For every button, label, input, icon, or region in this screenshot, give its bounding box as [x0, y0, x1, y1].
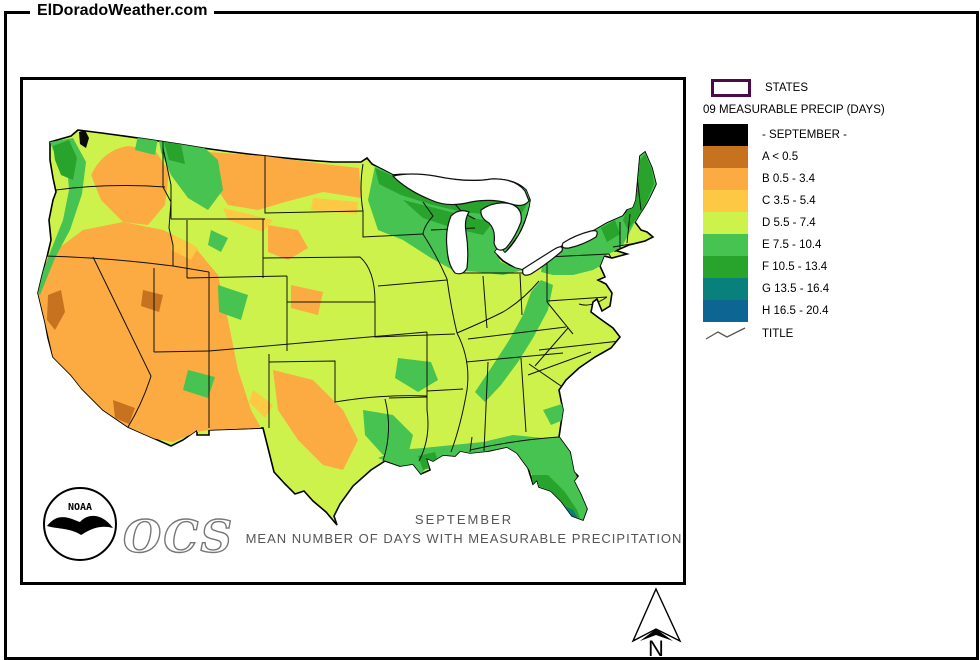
legend-row: H 16.5 - 20.4: [703, 300, 975, 322]
class-swatch: [703, 234, 748, 256]
legend-row: - SEPTEMBER -: [703, 124, 975, 146]
legend-class-rows: - SEPTEMBER - A < 0.5 B 0.5 - 3.4 C 3.5 …: [703, 124, 975, 322]
title-line-icon: [705, 327, 746, 340]
class-swatch: [703, 212, 748, 234]
us-precipitation-map: NOAA OCS: [37, 129, 657, 564]
map-caption: SEPTEMBER MEAN NUMBER OF DAYS WITH MEASU…: [246, 512, 683, 546]
class-swatch: [703, 124, 748, 146]
legend-row: C 3.5 - 5.4: [703, 190, 975, 212]
site-title: ElDoradoWeather.com: [30, 2, 215, 20]
states-outline-swatch: [711, 79, 751, 97]
legend-states-row: STATES: [711, 78, 975, 98]
states-label: STATES: [765, 82, 809, 94]
class-swatch: [703, 278, 748, 300]
legend-title-row: TITLE: [703, 324, 975, 344]
lake-erie: [522, 246, 563, 276]
legend-row: E 7.5 - 10.4: [703, 234, 975, 256]
noaa-logo: NOAA: [43, 487, 117, 561]
north-label: N: [648, 636, 664, 658]
legend-row: G 13.5 - 16.4: [703, 278, 975, 300]
state-boundaries: [44, 132, 650, 462]
class-swatch: [703, 146, 748, 168]
legend-row: F 10.5 - 13.4: [703, 256, 975, 278]
caption-month: SEPTEMBER: [414, 512, 514, 527]
class-swatch: [703, 168, 748, 190]
caption-description: MEAN NUMBER OF DAYS WITH MEASURABLE PREC…: [245, 531, 683, 546]
lake-ontario: [561, 230, 598, 249]
legend-row: A < 0.5: [703, 146, 975, 168]
lake-huron: [480, 202, 522, 251]
class-swatch: [703, 190, 748, 212]
class-swatch: [703, 300, 748, 322]
noaa-label: NOAA: [68, 502, 92, 513]
lake-superior: [391, 173, 530, 207]
title-item-label: TITLE: [762, 328, 794, 340]
legend-row: B 0.5 - 3.4: [703, 168, 975, 190]
great-lakes: [391, 173, 598, 276]
map-frame: NOAA OCS SEPTEMBER MEAN NUMBER OF DAYS W…: [20, 77, 686, 585]
map-legend: STATES 09 MEASURABLE PRECIP (DAYS) - SEP…: [703, 78, 975, 344]
north-arrow: N: [631, 587, 682, 658]
ocs-logo: OCS: [123, 512, 234, 563]
noaa-bird-icon: [47, 515, 113, 535]
legend-row: D 5.5 - 7.4: [703, 212, 975, 234]
lake-michigan: [445, 210, 470, 275]
legend-layer-heading: 09 MEASURABLE PRECIP (DAYS): [703, 104, 885, 116]
class-swatch: [703, 256, 748, 278]
